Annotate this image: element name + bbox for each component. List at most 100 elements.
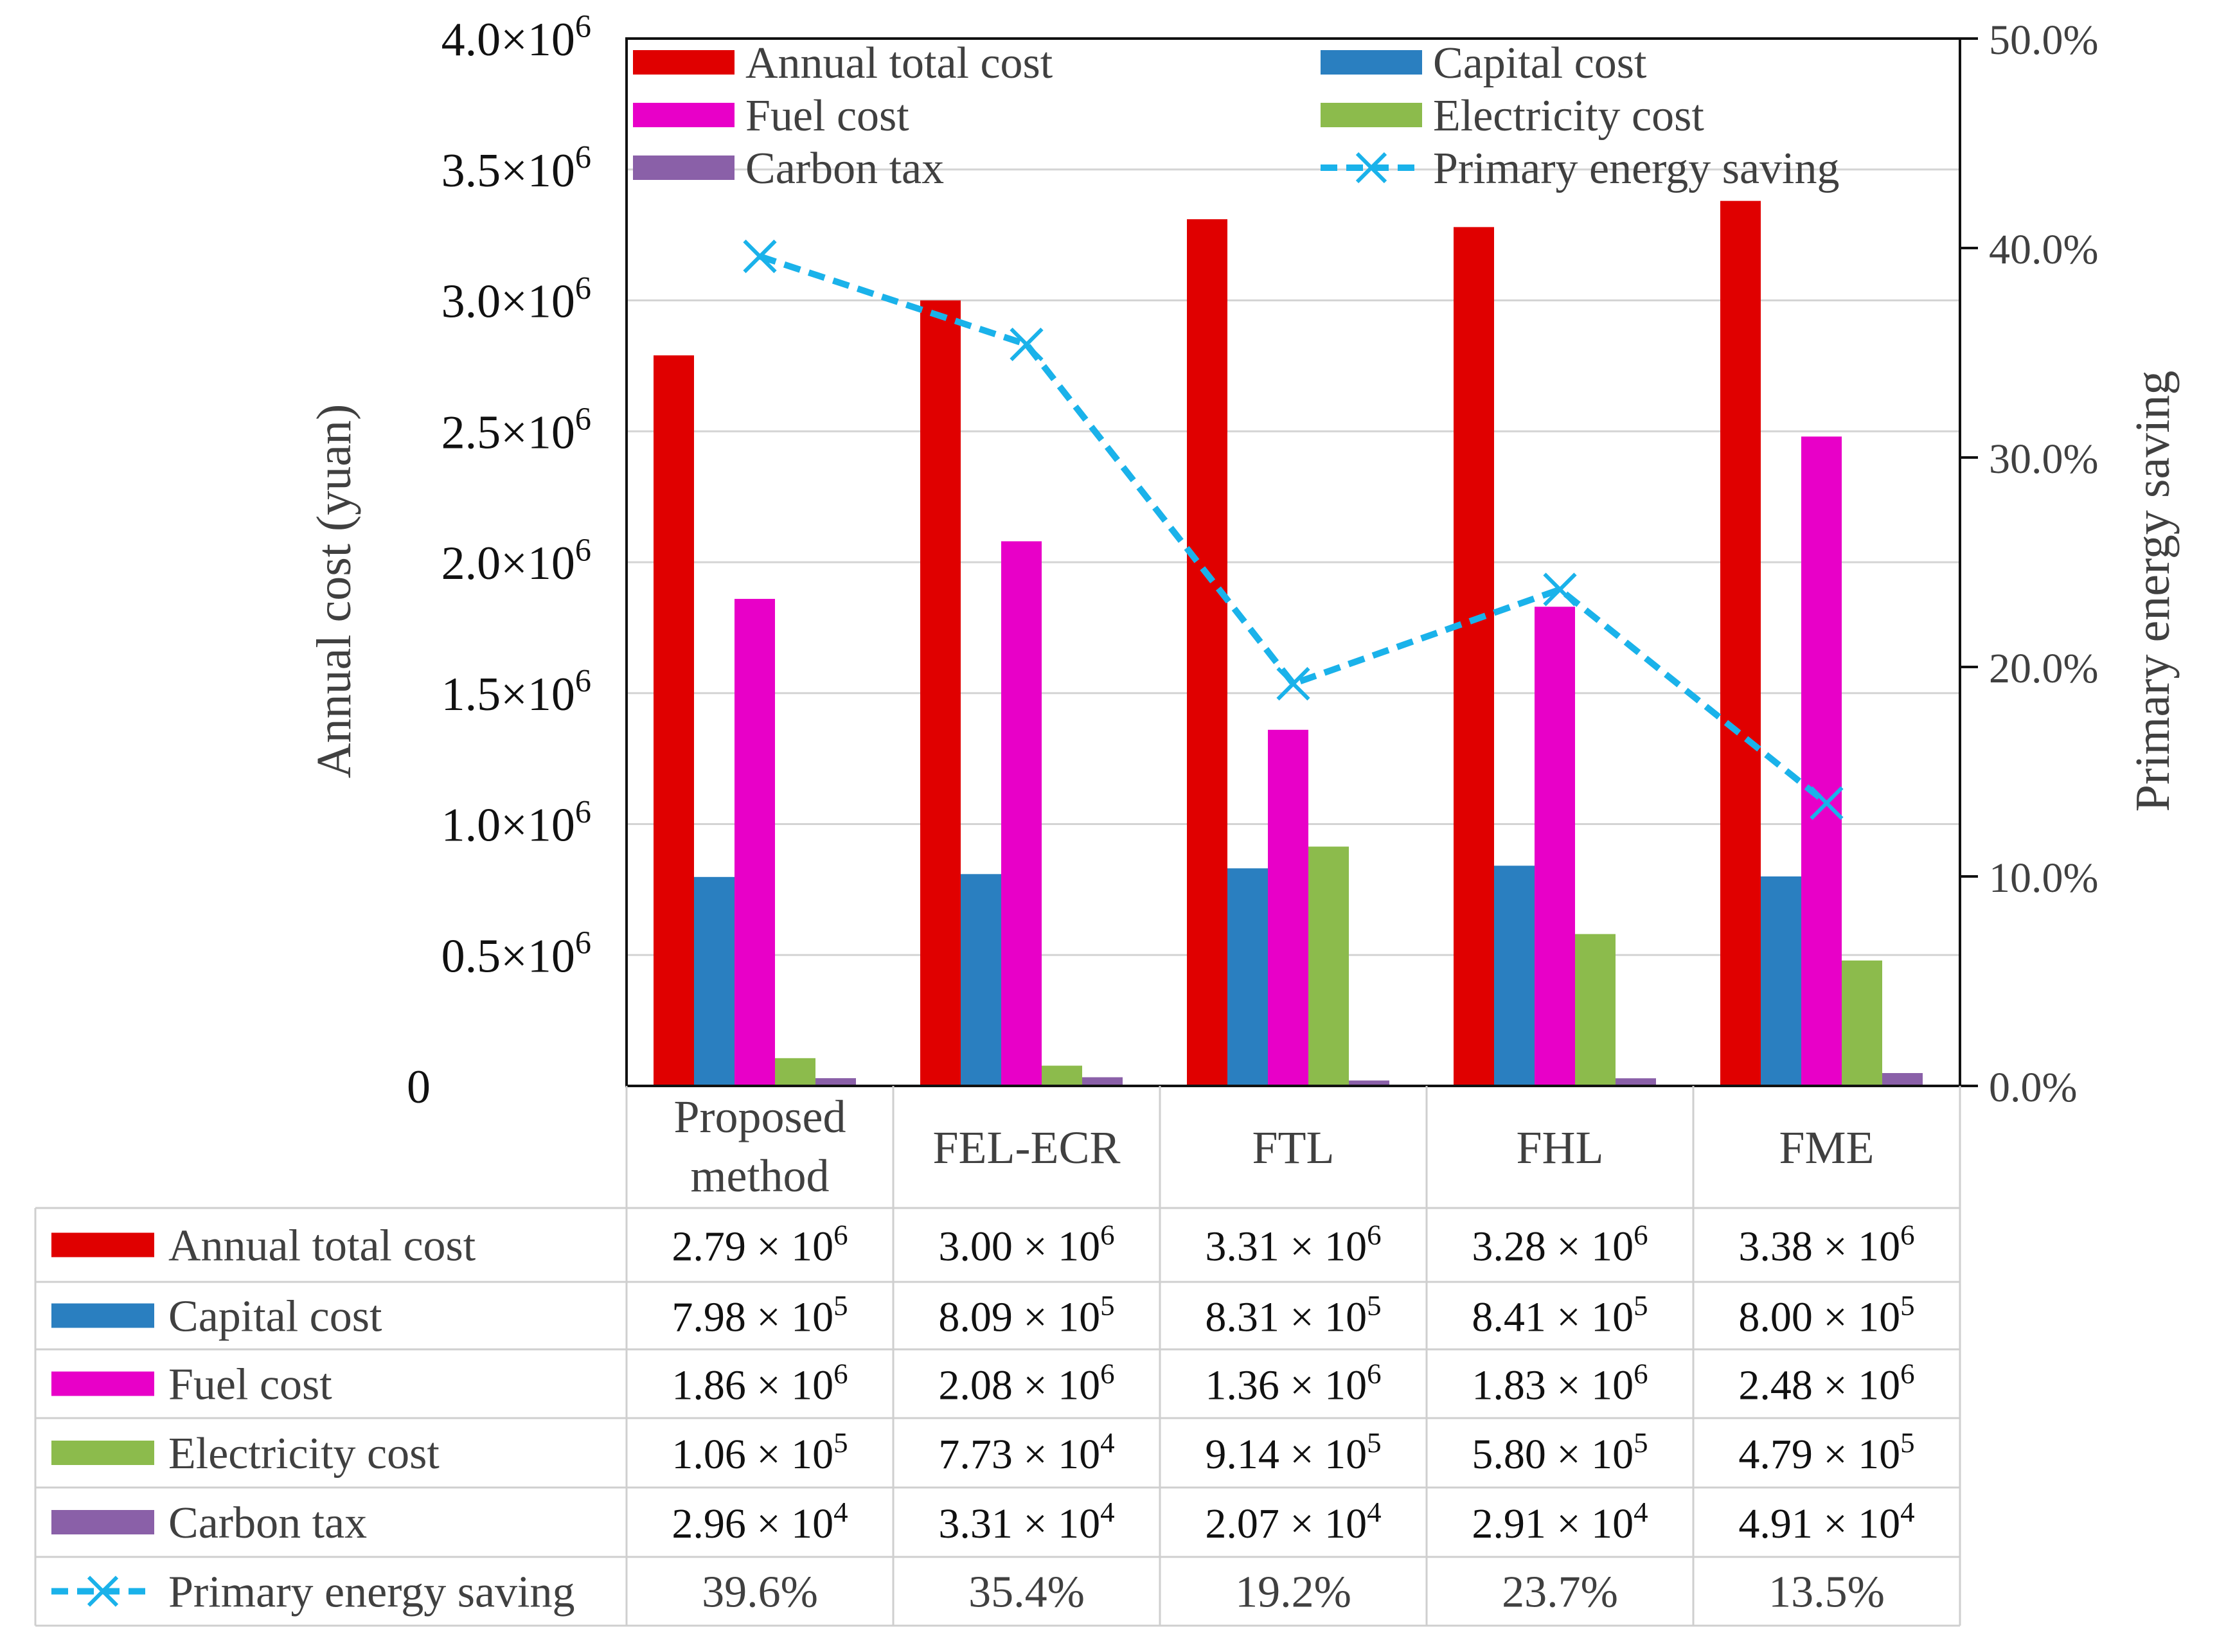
y-tick-label: 0.5×106 xyxy=(441,925,591,982)
y2-tick-label: 0.0% xyxy=(1989,1064,2077,1111)
y-tick-label: 0 xyxy=(407,1061,431,1114)
bar-annual-total-cost xyxy=(920,300,961,1086)
table-cell: 1.86 × 106 xyxy=(672,1357,848,1408)
plot-border xyxy=(625,37,1961,1087)
bar-carbon-tax xyxy=(1082,1077,1123,1086)
bar-electricity-cost xyxy=(1575,934,1616,1086)
row-swatch xyxy=(51,1441,154,1465)
table-cell: 8.00 × 105 xyxy=(1738,1289,1914,1340)
table-cell: 2.91 × 104 xyxy=(1472,1496,1648,1547)
category-label: FTL xyxy=(1252,1122,1334,1173)
energy-saving-marker xyxy=(743,239,777,274)
row-label: Electricity cost xyxy=(168,1429,440,1479)
bar-capital-cost xyxy=(1494,866,1535,1086)
y2-tick-label: 20.0% xyxy=(1989,645,2098,692)
bars xyxy=(654,200,1923,1087)
bar-carbon-tax xyxy=(1882,1072,1923,1086)
row-label: Carbon tax xyxy=(168,1498,367,1548)
table-row: Primary energy saving 39.6% 35.4% 19.2% 23.7… xyxy=(51,1568,1885,1617)
bar-capital-cost xyxy=(694,876,735,1086)
table-cell: 8.31 × 105 xyxy=(1205,1289,1381,1340)
energy-saving-marker xyxy=(1010,327,1044,362)
category-label: FEL-ECR xyxy=(932,1122,1120,1173)
y2-tick-label: 50.0% xyxy=(1989,17,2098,64)
table-cell: 3.31 × 104 xyxy=(938,1496,1114,1547)
table-row: Annual total cost 2.79 × 106 3.00 × 106 3.3… xyxy=(51,1218,1915,1271)
table-row: Carbon tax 2.96 × 104 3.31 × 104 2.07 × 104… xyxy=(51,1496,1915,1548)
legend-label: Electricity cost xyxy=(1433,91,1704,141)
table-cell: 4.91 × 104 xyxy=(1738,1496,1914,1547)
category-label: Proposed xyxy=(674,1091,846,1142)
table-cell: 2.79 × 106 xyxy=(672,1218,848,1270)
table-cell: 8.41 × 105 xyxy=(1472,1289,1648,1340)
table-cell: 9.14 × 105 xyxy=(1205,1426,1381,1478)
row-label: Capital cost xyxy=(168,1292,382,1342)
legend-item: Fuel cost xyxy=(633,91,909,141)
table-cell: 2.07 × 104 xyxy=(1205,1496,1381,1547)
table-cell: 7.98 × 105 xyxy=(672,1289,848,1340)
bar-annual-total-cost xyxy=(1454,227,1494,1086)
row-marker xyxy=(87,1576,119,1607)
y-tick-label: 3.5×106 xyxy=(441,139,591,197)
table-cell: 23.7% xyxy=(1502,1568,1618,1617)
table-cell: 3.31 × 106 xyxy=(1205,1218,1381,1270)
left-axis-ticks: 0 0.5×106 1.0×106 1.5×106 2.0×106 2.5×106 3.0×… xyxy=(407,8,591,1114)
y2-tick-label: 10.0% xyxy=(1989,855,2098,901)
row-label: Fuel cost xyxy=(168,1360,332,1410)
row-swatch xyxy=(51,1510,154,1534)
table-row: Fuel cost 1.86 × 106 2.08 × 106 1.36 × 106 1… xyxy=(51,1357,1915,1410)
legend-label: Fuel cost xyxy=(745,91,909,141)
legend-swatch xyxy=(633,103,735,127)
legend-label: Primary energy saving xyxy=(1433,144,1839,193)
y2-tick-label: 30.0% xyxy=(1989,436,2098,483)
table-cell: 1.06 × 105 xyxy=(672,1426,848,1478)
legend-label: Carbon tax xyxy=(745,144,944,193)
energy-saving-line xyxy=(743,239,1844,821)
y-tick-label: 2.5×106 xyxy=(441,401,591,459)
table-cell: 3.00 × 106 xyxy=(938,1218,1114,1270)
y-tick-label: 3.0×106 xyxy=(441,270,591,328)
row-swatch xyxy=(51,1371,154,1396)
row-label: Primary energy saving xyxy=(168,1568,574,1617)
legend-label: Capital cost xyxy=(1433,39,1647,88)
table-row: Capital cost 7.98 × 105 8.09 × 105 8.31 × 1… xyxy=(51,1289,1915,1342)
data-table: Proposed method FEL-ECR FTL FHL FME Annual tot… xyxy=(34,1086,1961,1627)
table-cell: 4.79 × 105 xyxy=(1738,1426,1914,1478)
bar-capital-cost xyxy=(1761,876,1801,1086)
legend-item: Electricity cost xyxy=(1321,91,1704,141)
bar-carbon-tax xyxy=(1349,1080,1389,1086)
table-cell: 7.73 × 104 xyxy=(938,1426,1114,1478)
y2-tick-label: 40.0% xyxy=(1989,226,2098,273)
legend: Annual total cost Capital cost Fuel cost El… xyxy=(633,39,1839,193)
y-tick-label: 1.0×106 xyxy=(441,794,591,851)
energy-saving-marker xyxy=(1276,666,1310,701)
bar-carbon-tax xyxy=(815,1078,856,1086)
table-cell: 35.4% xyxy=(968,1568,1085,1617)
category-label: method xyxy=(691,1150,830,1202)
y-tick-label: 4.0×106 xyxy=(441,8,591,66)
legend-swatch xyxy=(633,155,735,180)
bar-carbon-tax xyxy=(1616,1078,1656,1086)
legend-label: Annual total cost xyxy=(745,39,1053,88)
legend-item: Annual total cost xyxy=(633,39,1053,88)
bar-fuel-cost xyxy=(1001,541,1042,1086)
bar-capital-cost xyxy=(1227,868,1268,1086)
bar-fuel-cost xyxy=(1268,729,1308,1086)
table-cell: 2.96 × 104 xyxy=(672,1496,848,1547)
row-label: Annual total cost xyxy=(168,1221,476,1271)
plot-frame xyxy=(625,37,1978,1087)
table-cell: 19.2% xyxy=(1235,1568,1351,1617)
table-cell: 3.28 × 106 xyxy=(1472,1218,1648,1270)
legend-swatch xyxy=(1321,50,1422,75)
table-cell: 39.6% xyxy=(702,1568,818,1617)
legend-swatch xyxy=(633,50,735,75)
table-cell: 1.36 × 106 xyxy=(1205,1357,1381,1408)
bar-annual-total-cost xyxy=(1720,200,1761,1086)
bar-annual-total-cost xyxy=(1187,219,1227,1086)
table-cell: 1.83 × 106 xyxy=(1472,1357,1648,1408)
y-axis-title: Annual cost (yuan) xyxy=(307,404,361,779)
row-swatch xyxy=(51,1232,154,1257)
energy-saving-marker xyxy=(1810,786,1844,821)
energy-saving-marker xyxy=(1543,573,1577,607)
bar-fuel-cost xyxy=(1535,607,1575,1086)
